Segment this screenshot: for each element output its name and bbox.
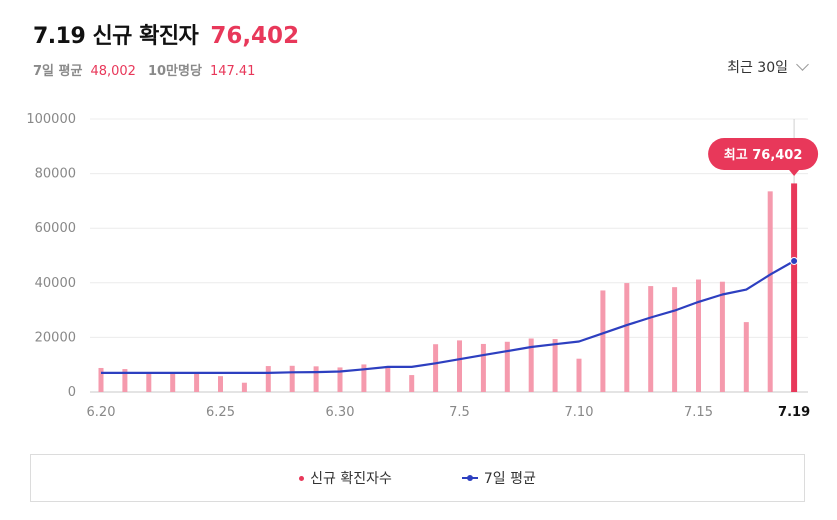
period-dropdown[interactable]: 최근 30일 <box>727 57 809 77</box>
bar <box>265 366 271 392</box>
bar <box>146 372 152 392</box>
bar <box>170 373 176 392</box>
bar <box>480 343 486 392</box>
summary-row: 7일 평균 48,002 10만명당 147.41 <box>33 60 299 79</box>
bar <box>624 283 630 392</box>
legend-item-cases[interactable]: 신규 확진자수 <box>299 468 392 488</box>
max-tooltip: 최고 76,402 <box>708 138 819 176</box>
bar <box>337 367 343 392</box>
y-tick-label: 0 <box>68 385 76 400</box>
y-tick-label: 100000 <box>26 112 76 127</box>
period-label: 최근 30일 <box>727 60 788 76</box>
bar <box>194 373 200 392</box>
bar <box>528 338 534 392</box>
avg-label: 7일 평균 <box>33 64 83 79</box>
bar <box>767 191 773 392</box>
bar <box>409 375 415 392</box>
avg-value: 48,002 <box>90 64 136 79</box>
x-tick-label: 6.25 <box>206 405 235 420</box>
bar <box>361 364 367 392</box>
chart-gridlines <box>90 118 808 393</box>
bar <box>719 281 725 392</box>
per-100k-label: 10만명당 <box>147 64 202 79</box>
header: 7.19 신규 확진자 76,402 7일 평균 48,002 10만명당 14… <box>33 18 299 79</box>
bar <box>385 366 391 392</box>
avg-line-series <box>101 256 799 374</box>
bar <box>122 369 128 392</box>
new-cases-value: 76,402 <box>210 23 300 49</box>
bar-series <box>98 183 798 392</box>
x-tick-label: 7.19 <box>778 405 810 420</box>
tooltip-bubble <box>708 138 819 170</box>
y-tick-label: 40000 <box>35 276 76 291</box>
legend-cases-label: 신규 확진자수 <box>310 471 392 487</box>
bar <box>648 286 654 392</box>
bar <box>218 376 223 392</box>
page-title: 7.19 신규 확진자 <box>33 24 199 49</box>
per-100k-value: 147.41 <box>209 64 256 79</box>
cases-chart: 0 20000 40000 60000 80000 100000 6.20 6.25 6.30… <box>26 112 819 420</box>
bar <box>576 358 582 392</box>
legend-avg-label: 7일 평균 <box>483 471 536 487</box>
bar <box>743 322 749 392</box>
bar <box>504 341 510 392</box>
y-tick-label: 60000 <box>35 221 76 236</box>
x-tick-label: 7.15 <box>684 405 713 420</box>
bar <box>672 287 678 392</box>
legend-line-icon <box>461 475 478 481</box>
legend-item-avg[interactable]: 7일 평균 <box>461 468 536 488</box>
x-tick-label: 7.10 <box>565 405 594 420</box>
x-tick-label: 7.5 <box>449 405 470 420</box>
y-tick-label: 20000 <box>35 330 76 345</box>
bar <box>433 344 439 392</box>
x-tick-label: 6.30 <box>326 405 355 420</box>
bar <box>696 279 701 392</box>
bar <box>457 340 462 392</box>
tooltip-arrow <box>789 170 800 176</box>
bar <box>289 365 295 392</box>
avg-line <box>101 260 795 374</box>
avg-line-point <box>790 256 799 265</box>
bar <box>241 382 247 392</box>
tooltip-label: 최고 76,402 <box>724 148 803 163</box>
y-tick-label: 80000 <box>35 167 76 182</box>
bar <box>791 183 798 392</box>
chart-legend: 신규 확진자수 7일 평균 <box>30 454 805 502</box>
x-axis-ticks: 6.20 6.25 6.30 7.5 7.10 7.15 7.19 <box>87 405 811 420</box>
y-axis-ticks: 0 20000 40000 60000 80000 100000 <box>26 112 76 400</box>
x-tick-label: 6.20 <box>87 405 116 420</box>
bar <box>313 366 319 392</box>
legend-dot-icon <box>299 475 305 481</box>
bar <box>600 290 606 392</box>
bar <box>98 367 104 392</box>
bar <box>552 339 558 392</box>
